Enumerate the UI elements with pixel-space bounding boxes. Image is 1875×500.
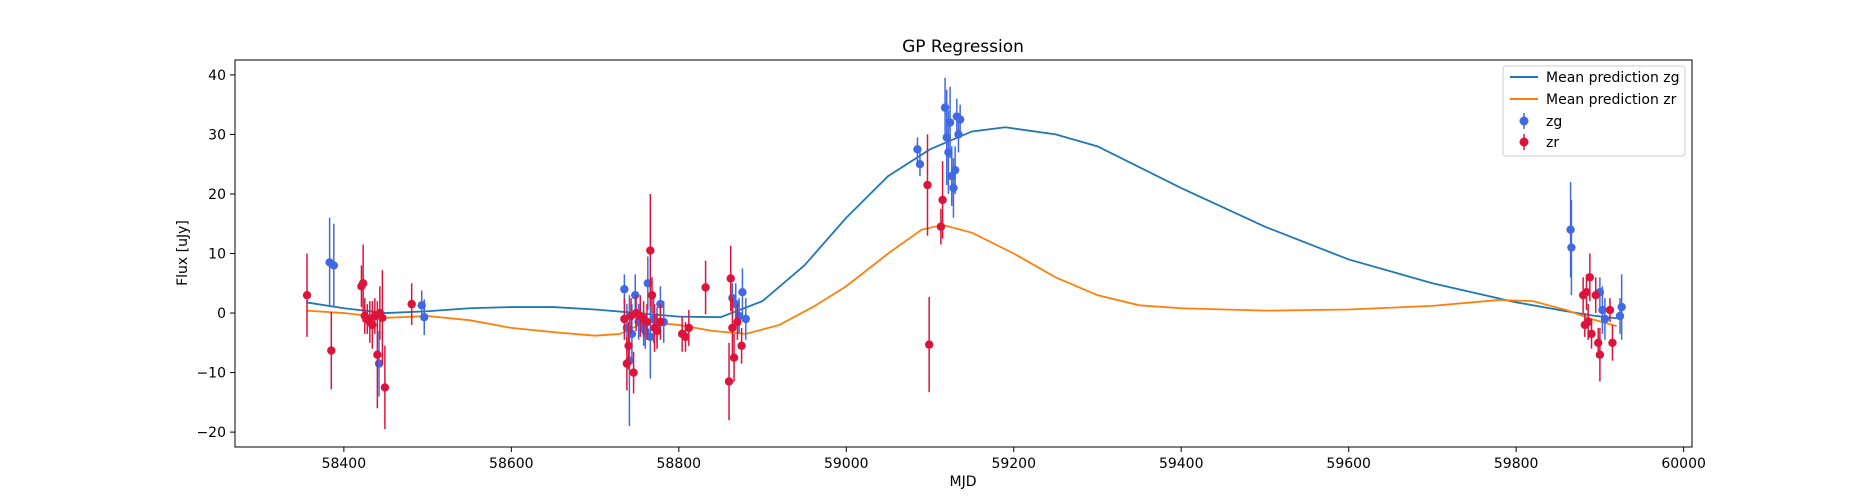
x-tick-label: 59800 (1494, 456, 1539, 472)
data-point-zr (407, 299, 416, 309)
data-point-zr (624, 341, 633, 350)
data-point-zg (945, 118, 955, 127)
data-point-zr (737, 341, 746, 350)
data-point-zg (954, 130, 963, 139)
y-tick-label: 10 (208, 247, 226, 263)
data-point-zr (684, 323, 694, 333)
x-tick-label: 60000 (1661, 456, 1706, 472)
legend-box (1502, 65, 1686, 157)
data-point-zr (380, 383, 390, 392)
data-point-zg (420, 313, 429, 322)
data-point-zr (622, 359, 632, 368)
legend-entry-mean-zr: Mean prediction zr (1510, 92, 1677, 108)
data-point-zr (652, 326, 662, 336)
x-tick-label: 58600 (489, 456, 534, 472)
legend-label-mean-zr: Mean prediction zr (1546, 92, 1677, 108)
data-point-zg (741, 314, 750, 324)
data-point-zr (1605, 305, 1615, 315)
data-point-zr (302, 290, 312, 300)
data-point-zr (1608, 338, 1617, 348)
data-point-zr (629, 368, 638, 377)
data-point-zg (1566, 225, 1575, 234)
data-point-zr (647, 290, 657, 300)
data-point-zg (656, 299, 665, 309)
y-tick-label: 30 (208, 127, 226, 143)
data-point-zr (1595, 350, 1605, 359)
legend-label-mean-zg: Mean prediction zg (1546, 70, 1680, 86)
y-tick-label: −20 (196, 425, 226, 441)
data-point-zg (1615, 311, 1625, 321)
chart-title: GP Regression (902, 37, 1024, 57)
legend-label-zg: zg (1546, 114, 1562, 130)
legend-label-zr: zr (1546, 135, 1559, 151)
series-zg (325, 77, 1626, 427)
data-point-zg (1567, 243, 1576, 252)
x-tick-label: 58400 (322, 456, 367, 472)
data-point-zr (327, 346, 336, 355)
x-tick-label: 59400 (1159, 456, 1204, 472)
y-tick-label: 0 (217, 306, 226, 322)
legend-entry-zr: zr (1519, 134, 1559, 151)
x-tick-label: 59600 (1326, 456, 1371, 472)
data-point-zr (1591, 290, 1600, 300)
data-point-zg (1600, 314, 1610, 324)
data-point-zr (923, 180, 932, 190)
data-point-zg (627, 329, 637, 339)
data-point-zr (729, 353, 739, 362)
data-point-zg (955, 115, 965, 124)
data-point-zr (656, 317, 665, 327)
legend-swatch-zg-marker (1519, 116, 1529, 126)
y-tick-label: 40 (208, 68, 226, 84)
data-point-zg (913, 145, 922, 154)
y-tick-label: 20 (208, 187, 226, 203)
data-point-zg (329, 261, 339, 270)
data-point-zr (1583, 317, 1593, 327)
data-point-zr (646, 246, 655, 255)
series-line-mean-prediction-zr (306, 223, 1617, 337)
legend: Mean prediction zg Mean prediction zr zg… (1502, 65, 1686, 157)
plot-area (302, 77, 1626, 430)
y-axis-label: Flux [uJy] (175, 220, 191, 286)
legend-swatch-zr-marker (1519, 137, 1529, 147)
data-point-zr (1582, 288, 1591, 297)
data-point-zr (1594, 338, 1603, 348)
data-point-zr (378, 313, 387, 323)
data-point-zg (915, 159, 925, 169)
data-point-zr (936, 222, 946, 231)
series-line-mean-prediction-zg (306, 126, 1617, 320)
data-point-zr (620, 314, 629, 324)
x-axis-label: MJD (950, 474, 977, 490)
y-axis: −20 −10 0 10 20 30 40 (196, 68, 235, 441)
series-zr (302, 134, 1617, 430)
data-point-zg (1617, 302, 1626, 312)
data-point-zr (681, 332, 690, 342)
data-point-zg (940, 103, 950, 112)
legend-entry-mean-zg: Mean prediction zg (1510, 70, 1680, 86)
data-point-zg (620, 285, 629, 294)
data-point-zr (358, 279, 368, 288)
x-tick-label: 59000 (824, 456, 869, 472)
data-point-zg (738, 288, 747, 297)
data-point-zg (950, 165, 960, 175)
data-point-zr (924, 340, 934, 349)
data-point-zr (938, 195, 947, 205)
data-point-zr (701, 283, 710, 292)
data-point-zr (733, 317, 742, 327)
data-point-zr (1585, 273, 1595, 282)
y-tick-label: −10 (196, 366, 226, 382)
legend-entry-zg: zg (1519, 113, 1562, 130)
data-point-zr (1587, 329, 1596, 339)
data-point-zr (373, 350, 382, 359)
x-axis: 58400 58600 58800 59000 59200 59400 59600 59800… (322, 447, 1706, 472)
data-point-zr (728, 323, 737, 333)
data-point-zr (642, 317, 652, 327)
data-point-zr (724, 377, 734, 386)
data-point-zg (949, 183, 958, 193)
data-point-zr (726, 274, 735, 283)
x-tick-label: 58800 (657, 456, 702, 472)
data-point-zg (631, 290, 640, 300)
data-point-zg (646, 332, 655, 342)
x-tick-label: 59200 (991, 456, 1036, 472)
